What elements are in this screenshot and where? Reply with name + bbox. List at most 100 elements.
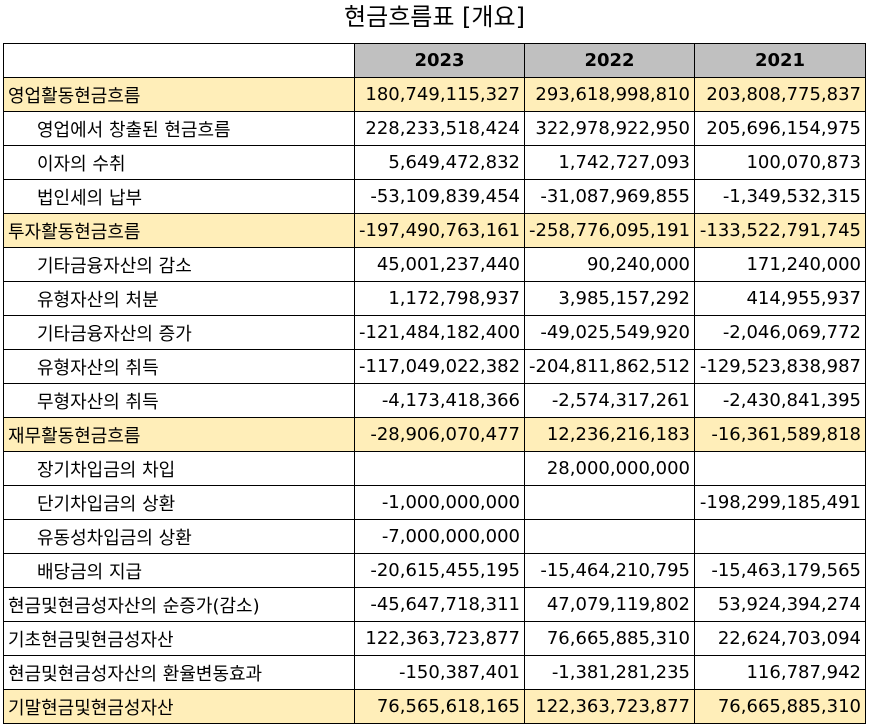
- value-cell: -2,430,841,395: [694, 383, 866, 418]
- table-row: 배당금의 지급 -20,615,455,195 -15,464,210,795 -15…: [3, 553, 866, 588]
- row-label: 유형자산의 처분: [3, 281, 355, 316]
- row-label: 영업활동현금흐름: [3, 77, 355, 112]
- table-row: 장기차입금의 차입 28,000,000,000: [3, 451, 866, 486]
- table-row: 현금및현금성자산의 순증가(감소) -45,647,718,311 47,079,1…: [3, 587, 866, 622]
- header-cell-blank: [3, 43, 355, 78]
- value-cell: -129,523,838,987: [694, 349, 866, 384]
- value-cell: 180,749,115,327: [354, 77, 525, 112]
- row-label: 영업에서 창출된 현금흐름: [3, 111, 355, 146]
- table-row: 유동성차입금의 상환 -7,000,000,000: [3, 519, 866, 554]
- value-cell: 122,363,723,877: [354, 621, 525, 656]
- table-row: 유형자산의 취득 -117,049,022,382 -204,811,862,512…: [3, 349, 866, 384]
- row-label: 현금및현금성자산의 순증가(감소): [3, 587, 355, 622]
- value-cell: -15,463,179,565: [694, 553, 866, 588]
- value-cell: -1,349,532,315: [694, 179, 866, 214]
- value-cell: -204,811,862,512: [524, 349, 695, 384]
- value-cell: 5,649,472,832: [354, 145, 525, 180]
- row-label: 기타금융자산의 감소: [3, 247, 355, 282]
- value-cell: [524, 519, 695, 554]
- value-cell: 1,742,727,093: [524, 145, 695, 180]
- table-row: 무형자산의 취득 -4,173,418,366 -2,574,317,261 -2,4…: [3, 383, 866, 418]
- value-cell: 22,624,703,094: [694, 621, 866, 656]
- value-cell: -2,574,317,261: [524, 383, 695, 418]
- value-cell: -2,046,069,772: [694, 315, 866, 350]
- row-label: 기타금융자산의 증가: [3, 315, 355, 350]
- header-cell-year: 2023: [354, 43, 525, 78]
- value-cell: 414,955,937: [694, 281, 866, 316]
- value-cell: -49,025,549,920: [524, 315, 695, 350]
- table-row: 투자활동현금흐름 -197,490,763,161 -258,776,095,191…: [3, 213, 866, 248]
- table-row: 영업활동현금흐름 180,749,115,327 293,618,998,810 20…: [3, 77, 866, 112]
- table-row: 재무활동현금흐름 -28,906,070,477 12,236,216,183 -16…: [3, 417, 866, 452]
- value-cell: 28,000,000,000: [524, 451, 695, 486]
- value-cell: 228,233,518,424: [354, 111, 525, 146]
- row-label: 유형자산의 취득: [3, 349, 355, 384]
- table-row: 유형자산의 처분 1,172,798,937 3,985,157,292 414,95…: [3, 281, 866, 316]
- table-row: 영업에서 창출된 현금흐름 228,233,518,424 322,978,922,…: [3, 111, 866, 146]
- value-cell: 3,985,157,292: [524, 281, 695, 316]
- row-label: 이자의 수취: [3, 145, 355, 180]
- value-cell: 122,363,723,877: [524, 689, 695, 724]
- value-cell: 12,236,216,183: [524, 417, 695, 452]
- value-cell: -53,109,839,454: [354, 179, 525, 214]
- row-label: 투자활동현금흐름: [3, 213, 355, 248]
- table-row: 이자의 수취 5,649,472,832 1,742,727,093 100,070,…: [3, 145, 866, 180]
- value-cell: -133,522,791,745: [694, 213, 866, 248]
- value-cell: [524, 485, 695, 520]
- row-label: 기말현금및현금성자산: [3, 689, 355, 724]
- value-cell: -1,000,000,000: [354, 485, 525, 520]
- table-row: 기말현금및현금성자산 76,565,618,165 122,363,723,877 7…: [3, 689, 866, 724]
- cash-flow-table: 2023 2022 2021 영업활동현금흐름 180,749,115,327 29…: [3, 43, 866, 724]
- value-cell: 53,924,394,274: [694, 587, 866, 622]
- header-cell-year: 2021: [694, 43, 866, 78]
- value-cell: -150,387,401: [354, 655, 525, 690]
- value-cell: [694, 451, 866, 486]
- value-cell: -258,776,095,191: [524, 213, 695, 248]
- value-cell: -117,049,022,382: [354, 349, 525, 384]
- value-cell: 1,172,798,937: [354, 281, 525, 316]
- page-title: 현금흐름표 [개요]: [344, 3, 525, 31]
- header-row: 2023 2022 2021: [3, 43, 866, 78]
- value-cell: 293,618,998,810: [524, 77, 695, 112]
- table-row: 기타금융자산의 증가 -121,484,182,400 -49,025,549,92…: [3, 315, 866, 350]
- table-row: 단기차입금의 상환 -1,000,000,000 -198,299,185,491: [3, 485, 866, 520]
- value-cell: -45,647,718,311: [354, 587, 525, 622]
- value-cell: [354, 451, 525, 486]
- value-cell: -15,464,210,795: [524, 553, 695, 588]
- value-cell: 90,240,000: [524, 247, 695, 282]
- value-cell: 47,079,119,802: [524, 587, 695, 622]
- table-row: 현금및현금성자산의 환율변동효과 -150,387,401 -1,381,281,2…: [3, 655, 866, 690]
- value-cell: -198,299,185,491: [694, 485, 866, 520]
- row-label: 장기차입금의 차입: [3, 451, 355, 486]
- value-cell: -20,615,455,195: [354, 553, 525, 588]
- value-cell: [694, 519, 866, 554]
- value-cell: 45,001,237,440: [354, 247, 525, 282]
- value-cell: -4,173,418,366: [354, 383, 525, 418]
- row-label: 단기차입금의 상환: [3, 485, 355, 520]
- row-label: 유동성차입금의 상환: [3, 519, 355, 554]
- row-label: 법인세의 납부: [3, 179, 355, 214]
- row-label: 현금및현금성자산의 환율변동효과: [3, 655, 355, 690]
- row-label: 배당금의 지급: [3, 553, 355, 588]
- value-cell: 171,240,000: [694, 247, 866, 282]
- value-cell: 205,696,154,975: [694, 111, 866, 146]
- value-cell: 203,808,775,837: [694, 77, 866, 112]
- value-cell: 100,070,873: [694, 145, 866, 180]
- value-cell: -28,906,070,477: [354, 417, 525, 452]
- table-row: 기타금융자산의 감소 45,001,237,440 90,240,000 171,24…: [3, 247, 866, 282]
- table-row: 법인세의 납부 -53,109,839,454 -31,087,969,855 -1,…: [3, 179, 866, 214]
- value-cell: 76,565,618,165: [354, 689, 525, 724]
- header-cell-year: 2022: [524, 43, 695, 78]
- value-cell: 116,787,942: [694, 655, 866, 690]
- value-cell: -121,484,182,400: [354, 315, 525, 350]
- value-cell: -1,381,281,235: [524, 655, 695, 690]
- row-label: 재무활동현금흐름: [3, 417, 355, 452]
- value-cell: -197,490,763,161: [354, 213, 525, 248]
- value-cell: -7,000,000,000: [354, 519, 525, 554]
- row-label: 무형자산의 취득: [3, 383, 355, 418]
- value-cell: -16,361,589,818: [694, 417, 866, 452]
- value-cell: 76,665,885,310: [524, 621, 695, 656]
- row-label: 기초현금및현금성자산: [3, 621, 355, 656]
- value-cell: 322,978,922,950: [524, 111, 695, 146]
- value-cell: -31,087,969,855: [524, 179, 695, 214]
